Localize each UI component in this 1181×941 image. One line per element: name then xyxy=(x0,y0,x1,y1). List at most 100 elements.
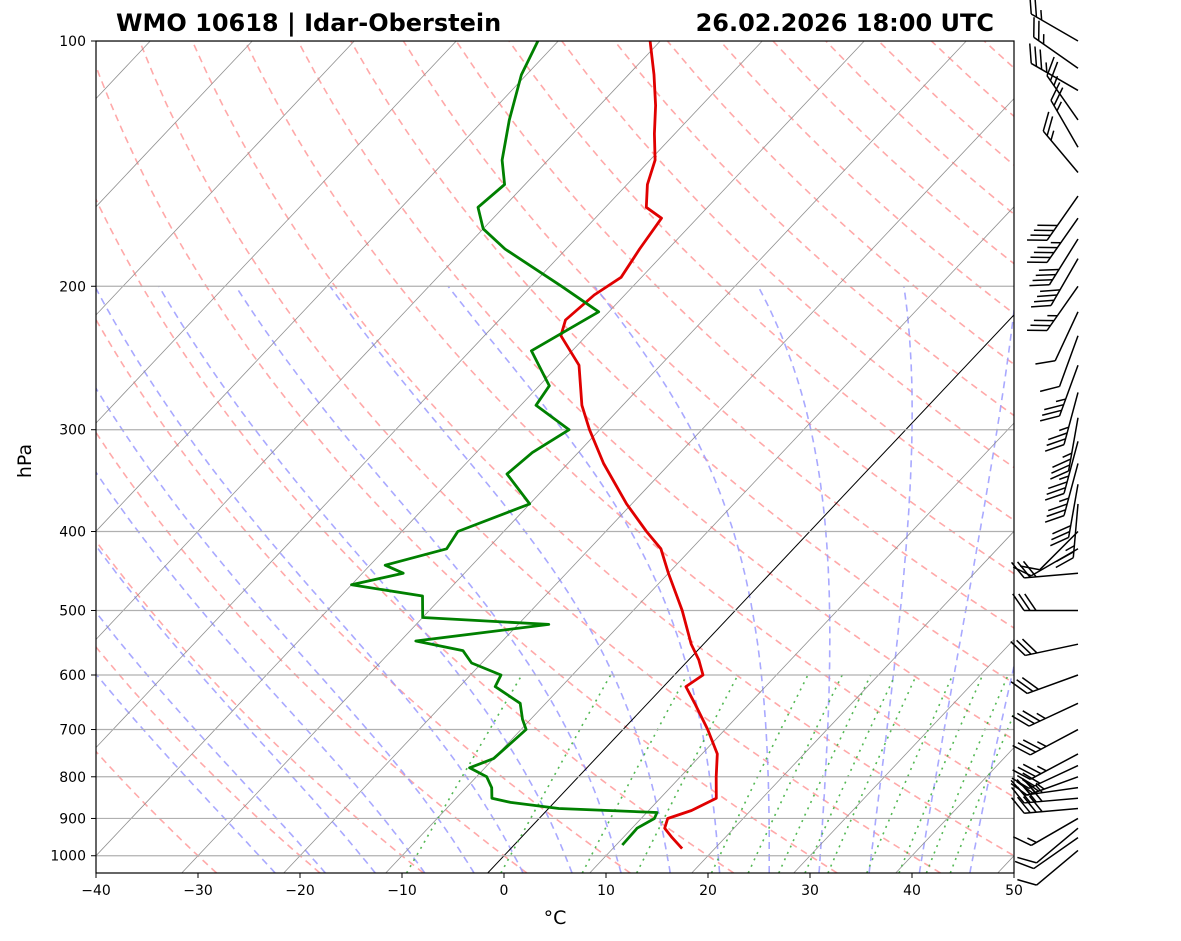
mixing-ratio-line xyxy=(804,674,896,873)
dry-adiabat xyxy=(96,63,838,873)
moist-adiabat xyxy=(235,285,622,873)
dry-adiabat xyxy=(96,197,735,873)
wind-barb xyxy=(1014,836,1079,870)
y-tick-label: 600 xyxy=(59,668,86,684)
wind-barb xyxy=(1055,503,1079,569)
wind-barbs xyxy=(1010,0,1079,886)
isotherm xyxy=(96,41,559,532)
y-tick-label: 300 xyxy=(59,423,86,439)
wind-barb xyxy=(1044,441,1079,501)
dry-adiabat xyxy=(244,41,1014,798)
mixing-ratio-line xyxy=(778,674,872,873)
x-tick-label: −10 xyxy=(387,883,417,899)
isotherm xyxy=(283,97,1014,873)
dry-adiabat xyxy=(96,539,424,873)
moist-adiabat xyxy=(329,285,671,873)
wind-barb xyxy=(1010,638,1079,657)
isotherm xyxy=(96,41,253,208)
isotherm xyxy=(691,530,1014,873)
isotherm xyxy=(96,41,865,857)
wind-barb xyxy=(1050,484,1079,547)
plot-area xyxy=(96,41,1014,873)
moist-adiabat xyxy=(868,286,914,873)
wind-barb xyxy=(1020,530,1079,571)
x-tick-label: 30 xyxy=(801,883,819,899)
moist-adiabat xyxy=(158,285,573,873)
isotherm xyxy=(385,206,1014,873)
x-axis-label: °C xyxy=(544,907,567,929)
mixing-ratio-line xyxy=(925,674,1009,873)
mixing-ratio-line xyxy=(866,674,954,873)
wind-barb xyxy=(1050,417,1079,480)
wind-barb xyxy=(1012,593,1078,612)
moist-adiabat xyxy=(96,470,426,873)
isotherm xyxy=(793,638,1014,873)
wind-barb xyxy=(1029,238,1079,287)
wind-barb xyxy=(1010,674,1079,695)
wind-barb xyxy=(1010,776,1079,796)
sounding-series xyxy=(350,41,719,850)
wind-barb xyxy=(1035,311,1079,365)
mixing-ratio-line xyxy=(898,674,984,873)
y-tick-label: 1000 xyxy=(50,849,86,865)
y-axis-label: hPa xyxy=(14,444,36,478)
moist-adiabat xyxy=(96,286,524,873)
wind-barb xyxy=(1012,728,1079,756)
moist-adiabat xyxy=(96,386,475,873)
dry-adiabat xyxy=(825,41,1014,216)
dewpoint-profile xyxy=(350,41,659,846)
isotherm xyxy=(96,41,457,424)
x-tick-label: −40 xyxy=(81,883,111,899)
x-tick-label: −20 xyxy=(285,883,315,899)
dry-adiabat xyxy=(96,431,528,873)
dry-adiabat xyxy=(297,41,1014,741)
wind-barb xyxy=(1046,56,1079,121)
wind-barb xyxy=(1017,827,1079,864)
wind-barb xyxy=(1012,817,1079,847)
wind-barb xyxy=(1039,364,1079,422)
wind-barb xyxy=(1050,82,1079,148)
x-tick-label: 50 xyxy=(1005,883,1023,899)
y-tick-label: 200 xyxy=(59,279,86,295)
mixing-ratio-line xyxy=(710,674,809,873)
temperature-profile xyxy=(559,41,719,850)
dry-adiabats xyxy=(96,41,1014,873)
dry-adiabat xyxy=(508,41,1014,522)
dry-adiabat xyxy=(191,41,1014,857)
wind-barb xyxy=(1029,0,1079,42)
moist-adiabat xyxy=(447,285,721,873)
wind-barb xyxy=(1027,217,1079,264)
moist-adiabat xyxy=(918,304,1014,873)
y-tick-label: 800 xyxy=(59,770,86,786)
wind-barb xyxy=(1027,285,1079,332)
isotherm xyxy=(181,41,967,873)
moist-adiabats xyxy=(96,285,1014,873)
x-tick-label: −30 xyxy=(183,883,213,899)
moist-adiabat xyxy=(96,672,276,873)
moist-adiabat xyxy=(969,662,1014,873)
dry-adiabat xyxy=(455,41,1014,575)
mixing-ratio-lines xyxy=(405,674,1014,873)
mixing-ratio-line xyxy=(405,674,523,873)
zero-isotherm xyxy=(487,314,1014,873)
x-tick-label: 0 xyxy=(500,883,509,899)
wind-barb xyxy=(1044,392,1079,452)
isotherms xyxy=(96,41,1014,873)
dry-adiabat xyxy=(96,318,631,873)
y-tick-label: 500 xyxy=(59,603,86,619)
moist-adiabat xyxy=(757,285,831,873)
isotherm xyxy=(589,422,1014,873)
dry-adiabat xyxy=(666,41,1014,366)
mixing-ratio-line xyxy=(635,674,739,873)
plot-frame xyxy=(95,40,1015,874)
y-tick-label: 900 xyxy=(59,811,86,827)
wind-barb xyxy=(1042,111,1079,173)
dry-adiabat xyxy=(561,41,1014,469)
isotherm xyxy=(997,855,1014,873)
wind-barb xyxy=(1039,335,1079,393)
pressure-gridlines xyxy=(96,41,1014,857)
chart-title-time: 26.02.2026 18:00 UTC xyxy=(696,9,994,37)
dry-adiabat xyxy=(138,41,942,873)
isotherm xyxy=(96,41,661,640)
dry-adiabat xyxy=(930,41,1014,118)
